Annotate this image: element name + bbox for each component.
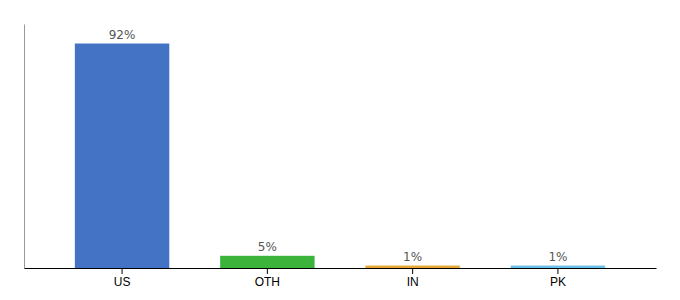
- x-tick-label: IN: [407, 275, 419, 289]
- y-axis-line: [24, 25, 25, 269]
- x-axis-line: [25, 268, 657, 269]
- x-tick-label: US: [114, 275, 131, 289]
- bars: [75, 44, 605, 268]
- x-tick: US: [114, 268, 131, 289]
- data-label: 1%: [548, 250, 567, 264]
- x-tick-label: OTH: [255, 275, 280, 289]
- bar: [365, 266, 459, 268]
- x-tick-label: PK: [550, 275, 566, 289]
- x-tick-mark: [412, 268, 413, 274]
- data-label: 92%: [109, 28, 136, 42]
- x-tick: OTH: [255, 268, 280, 289]
- x-tick-mark: [267, 268, 268, 274]
- x-tick-mark: [122, 268, 123, 274]
- data-labels: 92% 5% 1% 1%: [109, 28, 568, 264]
- x-axis: US OTH IN PK: [25, 268, 657, 289]
- bar: [511, 266, 605, 268]
- data-label: 1%: [403, 250, 422, 264]
- data-label: 5%: [258, 240, 277, 254]
- x-tick: IN: [407, 268, 419, 289]
- x-tick: PK: [550, 268, 566, 289]
- bar: [220, 256, 314, 268]
- chart: US OTH IN PK 92% 5% 1% 1%: [0, 0, 680, 300]
- plot: US OTH IN PK 92% 5% 1% 1%: [25, 25, 657, 289]
- y-axis: [24, 25, 25, 269]
- bar: [75, 44, 169, 268]
- x-tick-mark: [557, 268, 558, 274]
